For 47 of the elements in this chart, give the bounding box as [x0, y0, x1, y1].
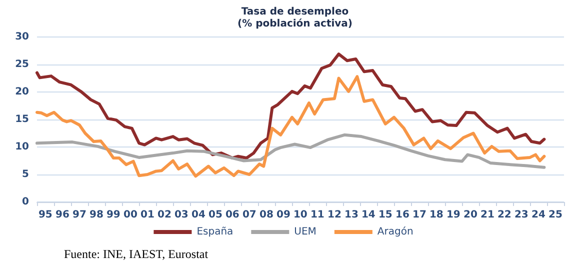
- y-tick-label: 25: [15, 59, 30, 70]
- line-series: [36, 52, 546, 160]
- y-tick-label: 15: [15, 114, 30, 125]
- y-tick-label: 5: [22, 169, 30, 180]
- source-note: Fuente: INE, IAEST, Eurostat: [64, 247, 209, 261]
- y-tick-label: 20: [15, 86, 30, 98]
- x-tick-label: 16: [395, 210, 410, 220]
- x-tick-label: 11: [310, 210, 324, 220]
- line-series: [36, 75, 546, 178]
- x-tick-label: 08: [259, 210, 274, 220]
- x-tick-label: 07: [242, 210, 256, 220]
- x-tick-label: 23: [514, 210, 528, 220]
- x-tick-label: 09: [276, 210, 290, 220]
- line-series: [36, 133, 546, 169]
- legend-label: Aragón: [377, 226, 414, 238]
- x-tick-label: 00: [123, 210, 138, 220]
- x-tick-label: 14: [361, 210, 376, 220]
- y-tick-label: 0: [22, 196, 30, 208]
- x-tick-label: 25: [548, 210, 562, 220]
- x-tick-label: 98: [89, 210, 104, 220]
- x-tick-label: 04: [191, 210, 206, 220]
- legend-label: UEM: [294, 226, 316, 238]
- x-tick-label: 01: [140, 210, 154, 220]
- chart-title: Tasa de desempleo: [241, 6, 349, 18]
- x-tick-label: 15: [378, 210, 392, 220]
- x-tick-label: 97: [72, 210, 86, 220]
- x-tick-label: 17: [412, 210, 426, 220]
- x-tick-label: 21: [480, 210, 494, 220]
- chart-subtitle: (% población activa): [238, 18, 352, 30]
- x-tick-label: 95: [38, 210, 52, 220]
- x-tick-label: 03: [174, 210, 188, 220]
- x-tick-label: 13: [344, 210, 358, 220]
- y-tick-label: 30: [15, 32, 30, 42]
- x-tick-label: 05: [208, 210, 222, 220]
- y-tick-label: 10: [15, 142, 30, 152]
- legend-label: España: [196, 226, 234, 238]
- x-tick-label: 24: [531, 210, 546, 220]
- x-tick-label: 06: [225, 210, 240, 220]
- x-tick-label: 22: [497, 210, 512, 220]
- x-tick-label: 12: [327, 210, 342, 220]
- x-tick-label: 96: [56, 210, 70, 220]
- x-tick-label: 02: [157, 210, 172, 220]
- x-tick-label: 19: [446, 210, 460, 220]
- x-tick-label: 18: [429, 210, 444, 220]
- x-tick-label: 99: [106, 210, 120, 220]
- x-tick-label: 10: [293, 210, 308, 220]
- x-tick-label: 20: [463, 210, 478, 220]
